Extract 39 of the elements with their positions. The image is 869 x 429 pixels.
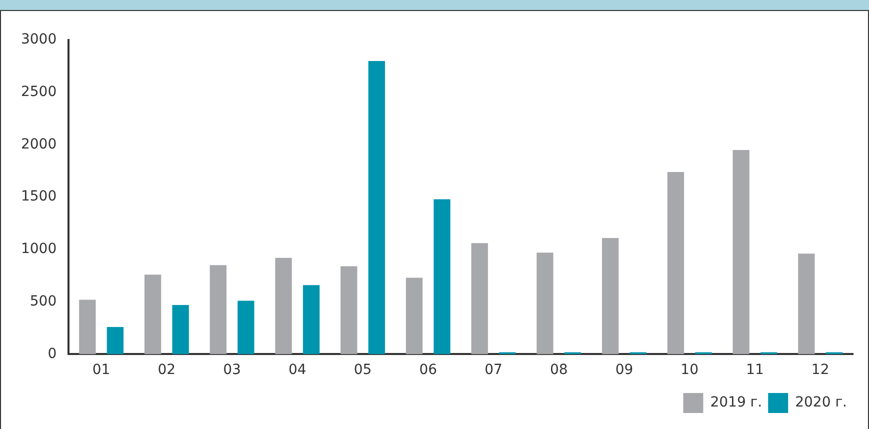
bar bbox=[275, 258, 292, 354]
y-tick-label: 3000 bbox=[20, 32, 57, 48]
y-tick-label: 1500 bbox=[20, 188, 57, 205]
bar bbox=[471, 243, 488, 354]
x-tick-label: 05 bbox=[354, 362, 372, 378]
bar bbox=[238, 300, 254, 354]
bar bbox=[210, 265, 226, 354]
bar bbox=[536, 252, 554, 354]
bar bbox=[434, 199, 450, 354]
bar bbox=[79, 300, 96, 354]
bar bbox=[667, 172, 684, 354]
y-tick-label: 500 bbox=[30, 293, 57, 310]
bar bbox=[144, 274, 162, 354]
bar bbox=[602, 238, 619, 354]
bar bbox=[368, 60, 385, 354]
x-tick-label: 08 bbox=[550, 362, 568, 378]
y-tick-label: 2000 bbox=[20, 136, 57, 152]
bar bbox=[798, 254, 815, 354]
bar bbox=[302, 285, 320, 354]
x-tick-label: 02 bbox=[158, 362, 176, 378]
y-tick-label: 0 bbox=[48, 346, 57, 362]
legend-label: 2019 г. bbox=[710, 394, 762, 411]
bar bbox=[106, 326, 124, 354]
bar bbox=[406, 278, 423, 354]
x-tick-label: 12 bbox=[811, 362, 830, 378]
x-tick-label: 10 bbox=[680, 362, 699, 378]
y-tick-label: 1000 bbox=[20, 241, 57, 258]
x-tick-label: 07 bbox=[484, 362, 502, 378]
bar bbox=[340, 266, 358, 354]
x-tick-label: 04 bbox=[288, 362, 306, 378]
x-tick-label: 06 bbox=[419, 362, 438, 378]
bar bbox=[172, 304, 189, 354]
x-tick-label: 03 bbox=[223, 362, 241, 378]
x-tick-label: 01 bbox=[92, 362, 110, 378]
x-tick-label: 09 bbox=[615, 362, 634, 378]
y-tick-label: 2500 bbox=[20, 84, 57, 100]
x-tick-label: 11 bbox=[746, 362, 764, 378]
bar bbox=[732, 150, 750, 354]
legend-label: 2020 г. bbox=[795, 394, 848, 411]
